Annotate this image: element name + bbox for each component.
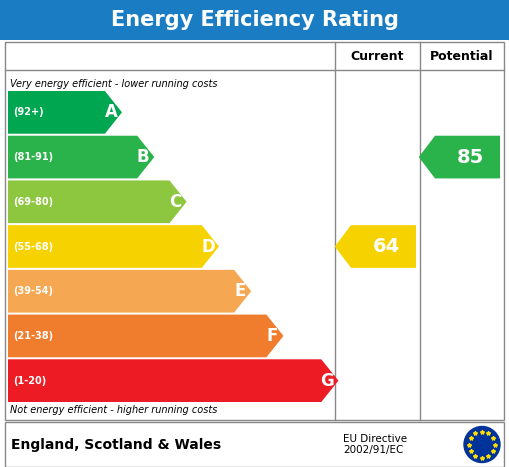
Text: (39-54): (39-54) bbox=[13, 286, 53, 296]
Text: 64: 64 bbox=[373, 237, 400, 256]
Bar bbox=[5, 42, 504, 420]
Text: C: C bbox=[169, 193, 182, 211]
Text: G: G bbox=[321, 372, 334, 389]
Text: Very energy efficient - lower running costs: Very energy efficient - lower running co… bbox=[10, 79, 217, 89]
Text: D: D bbox=[201, 238, 215, 255]
Text: EU Directive: EU Directive bbox=[343, 434, 407, 445]
Text: England, Scotland & Wales: England, Scotland & Wales bbox=[11, 438, 221, 452]
Polygon shape bbox=[335, 225, 416, 268]
Text: Not energy efficient - higher running costs: Not energy efficient - higher running co… bbox=[10, 405, 217, 415]
Bar bbox=[0, 0, 509, 40]
Text: (81-91): (81-91) bbox=[13, 152, 53, 162]
Polygon shape bbox=[8, 136, 154, 178]
Text: (92+): (92+) bbox=[13, 107, 44, 117]
Text: (21-38): (21-38) bbox=[13, 331, 53, 341]
Text: Energy Efficiency Rating: Energy Efficiency Rating bbox=[110, 10, 399, 30]
Text: Current: Current bbox=[351, 50, 404, 63]
Text: Potential: Potential bbox=[430, 50, 494, 63]
Polygon shape bbox=[8, 315, 284, 357]
Polygon shape bbox=[419, 136, 500, 178]
Text: A: A bbox=[104, 103, 118, 121]
Polygon shape bbox=[8, 180, 187, 223]
Text: 85: 85 bbox=[457, 148, 484, 167]
Polygon shape bbox=[8, 91, 122, 134]
Circle shape bbox=[464, 426, 500, 462]
Bar bbox=[5, 422, 504, 467]
Text: B: B bbox=[137, 148, 150, 166]
Text: E: E bbox=[235, 282, 246, 300]
Text: (1-20): (1-20) bbox=[13, 375, 46, 386]
Polygon shape bbox=[8, 270, 251, 312]
Text: F: F bbox=[267, 327, 278, 345]
Text: (69-80): (69-80) bbox=[13, 197, 53, 207]
Polygon shape bbox=[8, 359, 338, 402]
Text: (55-68): (55-68) bbox=[13, 241, 53, 252]
Text: 2002/91/EC: 2002/91/EC bbox=[343, 446, 403, 455]
Polygon shape bbox=[8, 225, 219, 268]
